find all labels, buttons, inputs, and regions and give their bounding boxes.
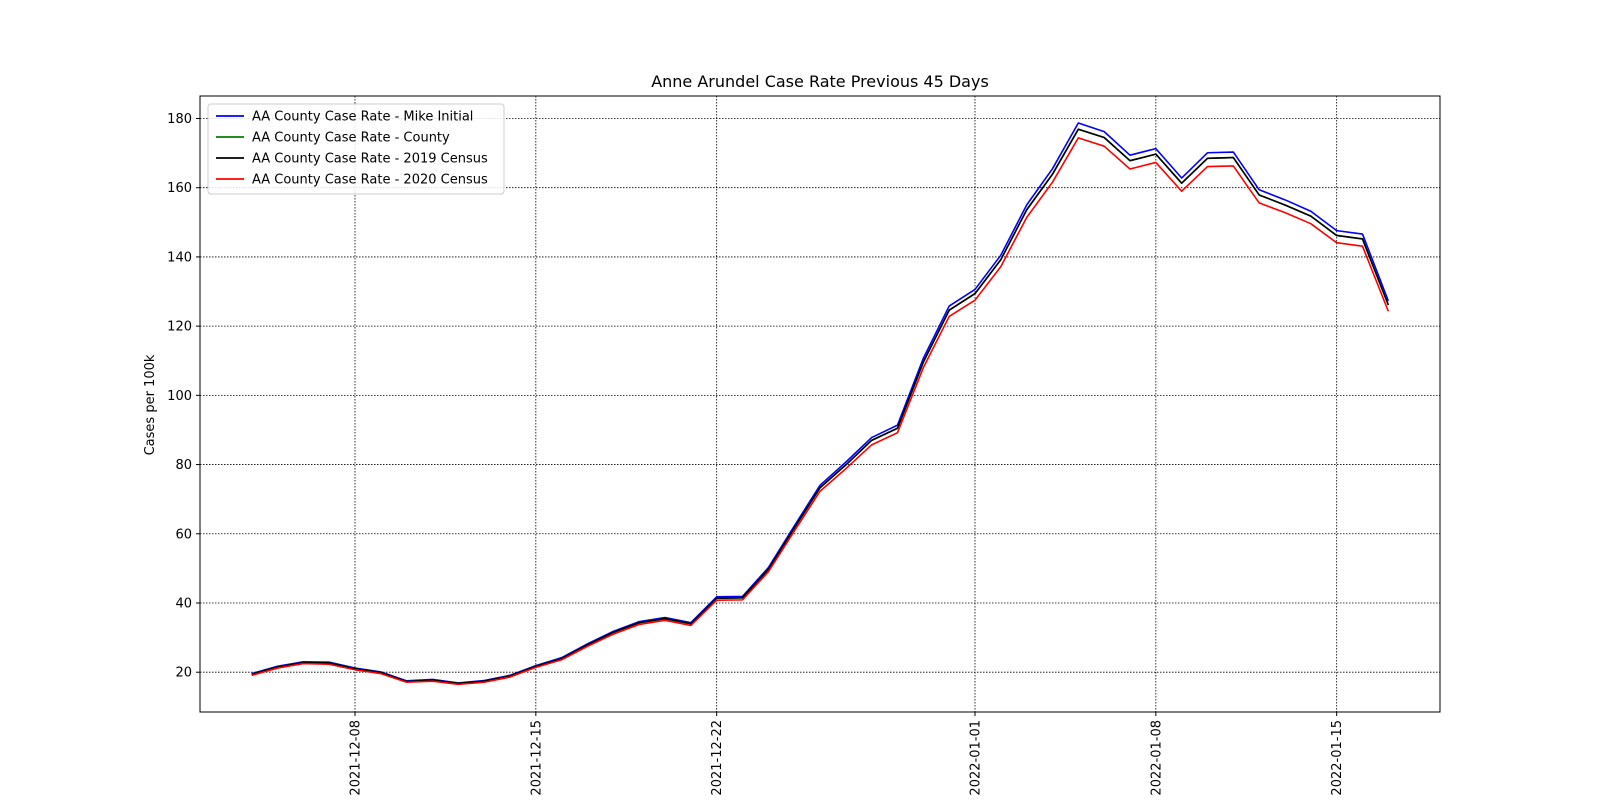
y-tick-label: 160 [167,181,192,196]
series-line-4 [251,137,1390,686]
legend-label: AA County Case Rate - 2020 Census [252,173,488,188]
y-tick-label: 20 [175,666,192,681]
x-tick-label: 2021-12-15 [529,720,544,796]
x-tick-label: 2022-01-08 [1149,720,1164,796]
legend: AA County Case Rate - Mike Initial AA Cou… [207,103,505,195]
y-tick-label: 40 [175,596,192,611]
y-tick-label: 60 [175,527,192,542]
y-tick-label: 140 [167,250,192,265]
y-tick-label: 80 [175,458,192,473]
x-tick-label: 2021-12-22 [710,720,725,796]
x-tick-label: 2022-01-15 [1330,720,1345,796]
y-tick-label: 100 [167,389,192,404]
y-axis-label: Cases per 100k [143,354,158,455]
axes-frame [199,95,1441,713]
x-tick-label: 2021-12-08 [349,720,364,796]
x-tick-label: 2022-01-01 [969,720,984,796]
series-line-3 [251,128,1390,685]
y-tick-label: 180 [167,112,192,127]
legend-box [207,103,505,195]
chart-title: Anne Arundel Case Rate Previous 45 Days [651,72,989,91]
legend-label: AA County Case Rate - 2019 Census [252,152,488,167]
y-tick-label: 120 [167,320,192,335]
legend-label: AA County Case Rate - Mike Initial [252,110,473,125]
plot-area: 20 40 60 80 100 120 140 160 180 2021-12-08 2021-12… [167,95,1441,796]
legend-label: AA County Case Rate - County [252,131,450,146]
